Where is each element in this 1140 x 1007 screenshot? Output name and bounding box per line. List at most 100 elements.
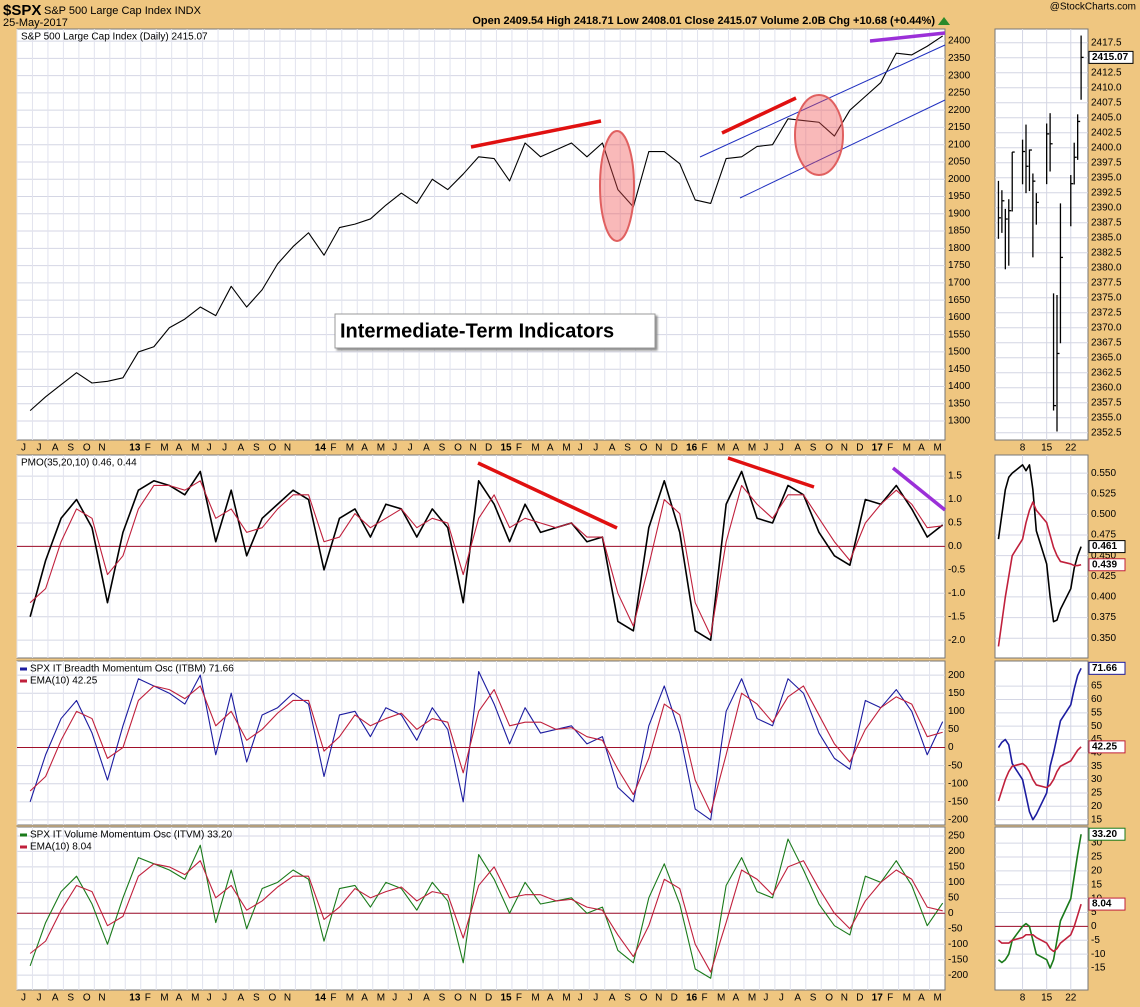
value-tag-label: 8.04: [1092, 899, 1112, 910]
x-tick-label: S: [810, 993, 817, 1004]
y-tick-label: 2390.0: [1091, 202, 1122, 213]
x-tick-label: O: [825, 443, 833, 454]
trend-line: [470, 119, 602, 149]
x-tick-label: M: [717, 443, 725, 454]
x-tick-label: O: [268, 443, 276, 454]
series-line: [29, 670, 944, 821]
y-tick-label: 65: [1091, 681, 1103, 692]
x-tick-label: A: [918, 993, 925, 1004]
y-tick-label: 1400: [948, 381, 971, 392]
x-tick-label: M: [160, 443, 168, 454]
y-tick-label: 250: [948, 831, 965, 842]
y-tick-label: 2365.0: [1091, 352, 1122, 363]
y-tick-label: 60: [1091, 694, 1103, 705]
symbol: $SPX: [3, 2, 41, 19]
x-tick-label: J: [222, 993, 227, 1004]
y-tick-label: 200: [948, 670, 965, 681]
x-tick-label: A: [794, 443, 801, 454]
series-line: [997, 903, 1082, 953]
y-tick-label: 2357.5: [1091, 397, 1122, 408]
panel: [994, 660, 1089, 826]
x-tick-label: M: [191, 443, 199, 454]
x-tick-label: N: [284, 443, 291, 454]
y-tick-label: 50: [948, 892, 960, 903]
legend-label: EMA(10) 42.25: [30, 676, 98, 687]
x-tick-label: M: [346, 993, 354, 1004]
x-tick-label: A: [361, 993, 368, 1004]
y-tick-label: -200: [948, 970, 968, 981]
y-tick-label: 1.0: [948, 494, 962, 505]
series-line: [997, 667, 1082, 821]
x-tick-label: F: [887, 443, 893, 454]
y-tick-label: 2355.0: [1091, 412, 1122, 423]
y-tick-label: 2380.0: [1091, 262, 1122, 273]
y-tick-label: 2395.0: [1091, 172, 1122, 183]
x-tick-label: A: [238, 993, 245, 1004]
x-tick-label: M: [934, 443, 942, 454]
x-tick-label: N: [284, 993, 291, 1004]
x-tick-label: F: [516, 993, 522, 1004]
date: 25-May-2017: [3, 17, 68, 29]
y-tick-label: 200: [948, 846, 965, 857]
y-tick-label: 2385.0: [1091, 232, 1122, 243]
x-tick-label: F: [330, 443, 336, 454]
x-tick-label: J: [36, 443, 41, 454]
x-tick-label: S: [624, 993, 631, 1004]
y-tick-label: 150: [948, 688, 965, 699]
value-tag-label: 42.25: [1092, 742, 1117, 753]
x-tick-label: J: [593, 993, 598, 1004]
series-line: [997, 501, 1082, 647]
highlight: [794, 94, 844, 176]
x-tick-label: M: [562, 993, 570, 1004]
trend-line: [727, 456, 815, 489]
value-tag: [1088, 50, 1134, 64]
series-line: [29, 860, 943, 973]
y-tick-label: 2250: [948, 88, 971, 99]
legend-label: EMA(10) 8.04: [30, 842, 92, 853]
y-tick-label: -150: [948, 954, 968, 965]
y-tick-label: 2300: [948, 70, 971, 81]
x-tick-label: M: [377, 993, 385, 1004]
y-tick-label: 1350: [948, 398, 971, 409]
y-tick-label: 20: [1091, 866, 1103, 877]
x-tick-label: 13: [129, 993, 141, 1004]
y-tick-label: 50: [948, 724, 960, 735]
y-tick-label: 2352.5: [1091, 427, 1122, 438]
x-tick-label: N: [655, 443, 662, 454]
panel: [994, 454, 1089, 659]
x-tick-label: S: [253, 443, 260, 454]
series-line: [29, 470, 944, 641]
series-line: [997, 464, 1082, 623]
x-tick-label: N: [841, 993, 848, 1004]
highlight: [599, 130, 635, 242]
x-tick-label: F: [702, 443, 708, 454]
y-tick-label: 2367.5: [1091, 337, 1122, 348]
y-tick-label: 0.400: [1091, 592, 1116, 603]
x-tick-label: F: [330, 993, 336, 1004]
panel-title: S&P 500 Large Cap Index (Daily) 2415.07: [21, 32, 208, 43]
y-tick-label: 15: [1091, 814, 1103, 825]
y-tick-label: 35: [1091, 761, 1103, 772]
trend-line: [891, 466, 947, 512]
y-tick-label: 0.475: [1091, 530, 1116, 541]
x-tick-label: J: [763, 443, 768, 454]
y-tick-label: 0.450: [1091, 550, 1116, 561]
y-tick-label: 2402.5: [1091, 127, 1122, 138]
x-tick-label: 16: [686, 443, 698, 454]
y-tick-label: 55: [1091, 707, 1103, 718]
y-tick-label: 1850: [948, 226, 971, 237]
x-tick-label: O: [640, 993, 648, 1004]
x-tick-label: O: [825, 993, 833, 1004]
x-tick-label: M: [160, 993, 168, 1004]
y-tick-label: 2000: [948, 174, 971, 185]
x-tick-label: 15: [500, 993, 512, 1004]
x-tick-label: A: [794, 993, 801, 1004]
y-tick-label: 2100: [948, 139, 971, 150]
y-tick-label: 2150: [948, 122, 971, 133]
x-tick-label: D: [671, 993, 678, 1004]
y-tick-label: 1750: [948, 260, 971, 271]
y-tick-label: 20: [1091, 801, 1103, 812]
trend-line: [721, 96, 797, 135]
panel: [994, 826, 1089, 991]
x-tick-label: A: [609, 993, 616, 1004]
